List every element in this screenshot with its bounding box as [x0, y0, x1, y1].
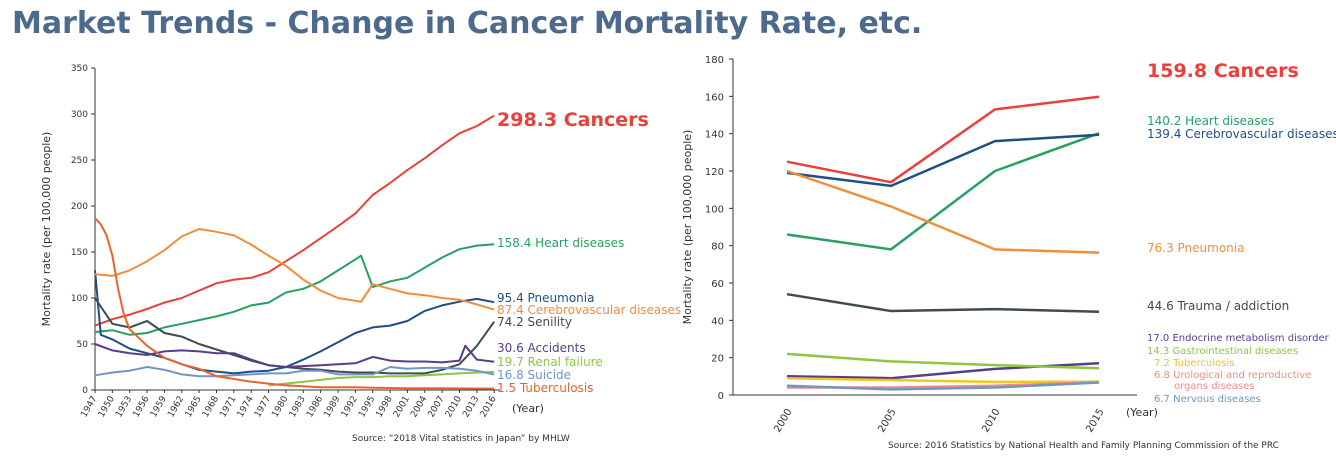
left-y-tick-label: 300 [71, 110, 88, 120]
left-x-tick-label: 1977 [253, 395, 273, 420]
right-series-label: 17.0 Endocrine metabolism disorder [1147, 333, 1330, 344]
right-series-line [786, 362, 1100, 380]
left-y-tick-label: 250 [71, 156, 88, 166]
left-x-tick-label: 1965 [184, 395, 204, 420]
left-series-label: 298.3 Cancers [497, 109, 649, 131]
right-series-line [786, 169, 1100, 254]
left-series-line [94, 114, 495, 327]
left-x-tick-label: 2001 [392, 395, 412, 420]
left-x-tick-label: 1989 [322, 394, 342, 419]
right-y-tick-label: 180 [705, 55, 724, 66]
left-series-line [94, 270, 495, 375]
right-y-tick-label: 20 [711, 354, 724, 365]
right-series-line [786, 352, 1100, 370]
left-x-tick-label: 1959 [149, 394, 169, 419]
right-series-line [786, 292, 1100, 313]
right-y-tick-label: 60 [711, 279, 724, 290]
right-y-tick-label: 160 [705, 92, 724, 103]
left-x-tick-label: 1983 [288, 395, 308, 420]
left-series-line [94, 343, 495, 368]
right-series-label: 14.3 Gastrointestinal diseases [1147, 346, 1298, 357]
left-series-label: 30.6 Accidents [497, 341, 586, 355]
left-x-tick-label: 1998 [375, 394, 395, 419]
left-x-tick-label: 2007 [427, 395, 447, 420]
left-x-tick-label: 2010 [444, 394, 464, 419]
left-series-line [94, 243, 495, 336]
left-series-label: 19.7 Renal failure [497, 355, 603, 369]
left-y-tick-label: 150 [71, 248, 88, 258]
right-y-tick-label: 100 [705, 204, 724, 215]
left-x-tick-label: 1992 [340, 395, 360, 420]
right-series-label: 6.8 Urological and reproductive organs di… [1154, 370, 1311, 392]
left-x-axis-label: (Year) [512, 402, 544, 415]
right-x-tick-label: 2005 [876, 407, 898, 435]
right-series-line [786, 133, 1100, 188]
left-series-line [94, 297, 496, 375]
left-y-tick-label: 50 [77, 340, 89, 350]
left-x-tick-label: 1968 [201, 394, 221, 419]
left-x-tick-label: 2004 [409, 394, 429, 419]
left-y-axis-label: Mortality rate (per 100,000 people) [40, 132, 53, 327]
left-series-line [94, 217, 495, 390]
left-series-label: 16.8 Suicide [497, 368, 571, 382]
left-x-tick-label: 1974 [236, 394, 256, 419]
right-series-line [786, 376, 1100, 384]
left-series-line [268, 370, 495, 387]
left-x-tick-label: 1947 [79, 395, 99, 420]
right-x-axis-label: (Year) [1126, 406, 1158, 419]
right-series-line [786, 132, 1100, 251]
left-x-tick-label: 2016 [479, 394, 499, 419]
left-series-label: 95.4 Pneumonia [497, 291, 594, 305]
left-y-tick-label: 100 [71, 294, 88, 304]
left-y-tick-label: 350 [71, 64, 88, 74]
right-source-note: Source: 2016 Statistics by National Heal… [888, 441, 1279, 451]
page-title: Market Trends - Change in Cancer Mortali… [12, 6, 923, 41]
right-y-tick-label: 120 [705, 167, 724, 178]
right-series-label: 7.2 Tuberculosis [1154, 358, 1234, 369]
left-x-tick-label: 1950 [97, 394, 117, 419]
left-series-label: 158.4 Heart diseases [497, 236, 624, 250]
left-series-label: 87.4 Cerebrovascular diseases [497, 303, 681, 317]
right-series-label: 159.8 Cancers [1147, 60, 1299, 82]
left-y-tick-label: 0 [82, 386, 88, 396]
left-x-tick-label: 1956 [132, 394, 152, 419]
left-series-line [94, 228, 495, 311]
right-series-label: 44.6 Trauma / addiction [1147, 299, 1289, 313]
left-series-line [94, 366, 495, 378]
left-series-label: 74.2 Senility [497, 315, 572, 329]
left-x-tick-label: 1995 [357, 395, 377, 420]
right-y-tick-label: 140 [705, 130, 724, 141]
left-x-tick-label: 1971 [218, 395, 238, 420]
left-series-label: 1.5 Tuberculosis [497, 381, 593, 395]
left-source-note: Source: “2018 Vital statistics in Japan”… [352, 434, 570, 444]
left-x-tick-label: 1980 [270, 394, 290, 419]
right-x-tick-label: 2015 [1084, 407, 1106, 435]
right-y-tick-label: 0 [718, 391, 724, 402]
right-y-tick-label: 80 [711, 242, 724, 253]
right-x-tick-label: 2010 [980, 407, 1002, 435]
left-x-tick-label: 1953 [114, 395, 134, 420]
right-series-line [786, 381, 1100, 391]
right-series-label: 6.7 Nervous diseases [1154, 394, 1261, 405]
left-x-tick-label: 1962 [166, 395, 186, 420]
right-y-axis-label: Mortality rate (per 100,000 people) [681, 130, 694, 325]
right-x-tick-label: 2000 [772, 407, 794, 435]
left-y-tick-label: 200 [71, 202, 88, 212]
left-x-tick-label: 2013 [461, 395, 481, 420]
right-series-label: 76.3 Pneumonia [1147, 241, 1244, 255]
right-series-label: 140.2 Heart diseases [1147, 114, 1274, 128]
right-series-label: 139.4 Cerebrovascular diseases [1147, 127, 1336, 141]
right-series-line [786, 95, 1100, 184]
left-x-tick-label: 1986 [305, 394, 325, 419]
right-y-tick-label: 40 [711, 316, 724, 327]
